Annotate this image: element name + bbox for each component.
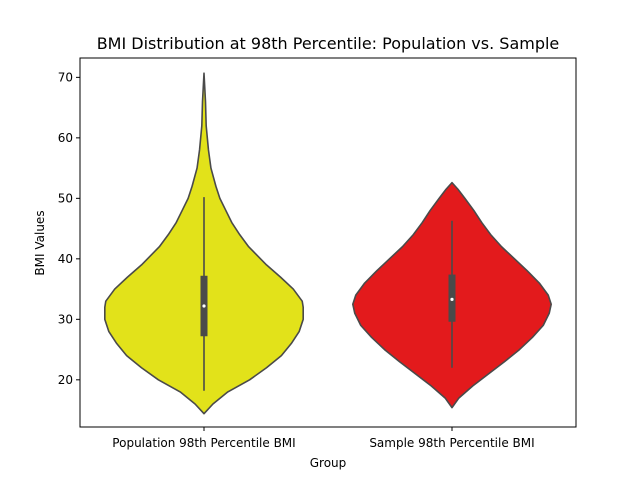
x-axis: Population 98th Percentile BMI Sample 98t… xyxy=(112,427,535,450)
violin-median-1 xyxy=(450,297,454,301)
y-axis-label: BMI Values xyxy=(33,210,47,275)
plot-area xyxy=(104,72,552,415)
y-tick-label-70: 70 xyxy=(58,70,73,84)
chart-title: BMI Distribution at 98th Percentile: Pop… xyxy=(97,34,560,53)
y-tick-label-60: 60 xyxy=(58,131,73,145)
violin-median-0 xyxy=(202,304,206,308)
y-tick-label-40: 40 xyxy=(58,252,73,266)
y-tick-label-30: 30 xyxy=(58,312,73,326)
plot-frame xyxy=(79,57,577,428)
y-axis: 20 30 40 50 60 70 xyxy=(58,70,80,387)
y-tick-label-50: 50 xyxy=(58,191,73,205)
y-tick-label-20: 20 xyxy=(58,373,73,387)
x-tick-label-0: Population 98th Percentile BMI xyxy=(112,436,295,450)
x-axis-label: Group xyxy=(310,456,347,470)
x-tick-label-1: Sample 98th Percentile BMI xyxy=(369,436,534,450)
